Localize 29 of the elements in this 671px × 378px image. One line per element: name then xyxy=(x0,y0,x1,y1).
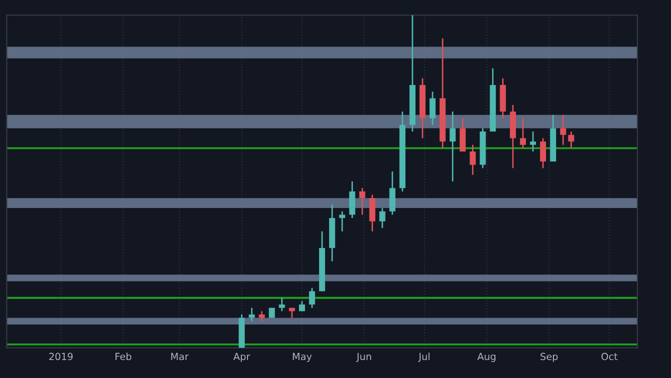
candlestick xyxy=(430,90,436,126)
candlestick xyxy=(309,287,316,309)
candlestick xyxy=(258,310,265,322)
candlestick xyxy=(460,118,466,152)
candlestick xyxy=(349,180,356,219)
candlestick xyxy=(540,138,546,169)
candlestick xyxy=(530,130,536,152)
candlestick xyxy=(568,130,574,149)
candlestick xyxy=(248,307,255,322)
x-tick-label: Aug xyxy=(477,352,496,362)
candlestick xyxy=(339,210,346,232)
x-tick-label: Oct xyxy=(601,352,618,360)
candlestick xyxy=(379,207,386,229)
x-tick-label: 2019 xyxy=(49,352,73,360)
x-tick-label: Jun xyxy=(356,352,372,362)
x-tick-label: Feb xyxy=(116,352,132,360)
candlestick xyxy=(389,170,396,216)
x-tick-label: Sep xyxy=(540,352,558,362)
x-tick-label: Jul xyxy=(418,352,430,362)
candlestick xyxy=(369,194,376,232)
candlestick xyxy=(450,110,456,182)
candlestick xyxy=(520,118,526,149)
x-tick-label: Apr xyxy=(233,352,250,362)
candlestick xyxy=(470,144,476,176)
candlestick xyxy=(560,114,566,146)
candlestick xyxy=(278,297,285,312)
x-tick-label: May xyxy=(292,352,312,362)
candlestick xyxy=(359,187,366,216)
x-tick-label: Mar xyxy=(171,352,189,360)
